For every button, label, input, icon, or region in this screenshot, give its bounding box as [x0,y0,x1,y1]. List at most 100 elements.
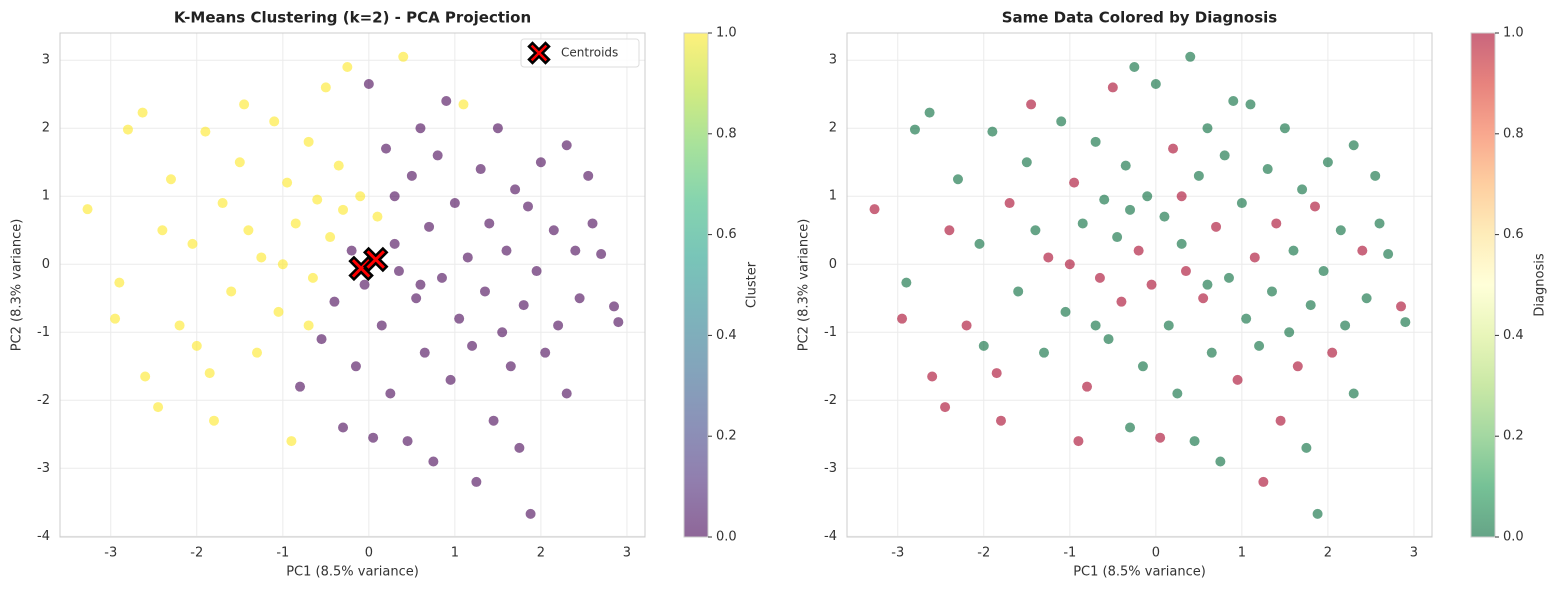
data-point [1254,340,1265,351]
data-point [359,279,370,290]
data-point [1305,300,1316,311]
data-point [137,107,148,118]
data-point [501,245,512,256]
data-point [961,320,972,331]
data-point [282,177,293,188]
colorbar-label: Diagnosis [1533,253,1548,316]
plot-frame [59,32,646,538]
data-point [1146,279,1157,290]
data-point [991,368,1002,379]
data-point [974,238,985,249]
data-point [346,245,357,256]
data-point [1236,198,1247,209]
data-point [243,225,254,236]
data-point [518,300,529,311]
data-point [415,123,426,134]
x-tick-label: -3 [104,546,117,561]
data-point [1288,245,1299,256]
data-point [165,174,176,185]
data-point [226,286,237,297]
data-point [325,232,336,243]
data-point [385,388,396,399]
data-point [1297,184,1308,195]
data-point [1142,191,1153,202]
data-point [419,347,430,358]
colorbar-label: Cluster [745,261,760,308]
colorbar-frame [683,32,709,538]
data-point [389,191,400,202]
y-tick-label: 1 [42,189,50,204]
y-tick-label: -3 [824,461,837,476]
y-tick-label: 1 [829,189,837,204]
data-point [1112,232,1123,243]
data-point [350,361,361,372]
data-point [1241,313,1252,324]
x-tick-label: -1 [1063,546,1076,561]
data-point [376,320,387,331]
data-point [303,136,314,147]
data-point [952,174,963,185]
data-point [1168,143,1179,154]
data-point [454,313,465,324]
data-point [1271,218,1282,229]
data-point [1318,266,1329,277]
x-axis-label: PC1 (8.5% variance) [286,565,419,580]
data-point [415,279,426,290]
colorbar-frame [1470,32,1496,538]
data-point [1206,347,1217,358]
data-point [316,334,327,345]
colorbar-tick-label: 0.8 [1503,126,1524,141]
data-point [1030,225,1041,236]
data-point [927,371,938,382]
data-point [402,436,413,447]
data-point [398,51,409,62]
data-point [269,116,280,127]
data-point [389,238,400,249]
data-point [1348,388,1359,399]
data-point [587,218,598,229]
x-tick-label: 2 [1324,546,1332,561]
data-point [1396,301,1407,312]
data-point [140,371,151,382]
y-tick-label: 3 [42,53,50,68]
data-point [1043,252,1054,263]
colorbar [684,33,708,537]
x-tick-label: 3 [1410,546,1418,561]
data-point [1082,381,1093,392]
data-point [1340,320,1351,331]
data-point [1064,259,1075,270]
colorbar-tick-label: 0.4 [716,328,737,343]
data-point [393,266,404,277]
data-point [338,422,349,433]
data-point [82,204,93,215]
data-point [1090,136,1101,147]
x-tick-label: -2 [977,546,990,561]
data-point [277,259,288,270]
data-point [561,388,572,399]
data-point [381,143,392,154]
data-point [1103,334,1114,345]
colorbar-tick-label: 0.2 [1503,429,1524,444]
data-point [372,211,383,222]
data-point [525,508,536,519]
data-point [432,150,443,161]
data-point [1176,191,1187,202]
data-point [1327,347,1338,358]
data-point [110,313,121,324]
data-point [445,374,456,385]
data-point [122,124,133,135]
data-point [1107,82,1118,93]
data-point [1125,422,1136,433]
chart-title: Same Data Colored by Diagnosis [1002,9,1278,27]
data-point [570,245,581,256]
data-point [1211,221,1222,232]
colorbar [1471,33,1495,537]
data-point [1374,218,1385,229]
colorbar-tick-label: 0.8 [716,126,737,141]
data-point [1361,293,1372,304]
data-point [1335,225,1346,236]
x-tick-label: 1 [1238,546,1246,561]
data-point [1133,245,1144,256]
data-point [1180,266,1191,277]
